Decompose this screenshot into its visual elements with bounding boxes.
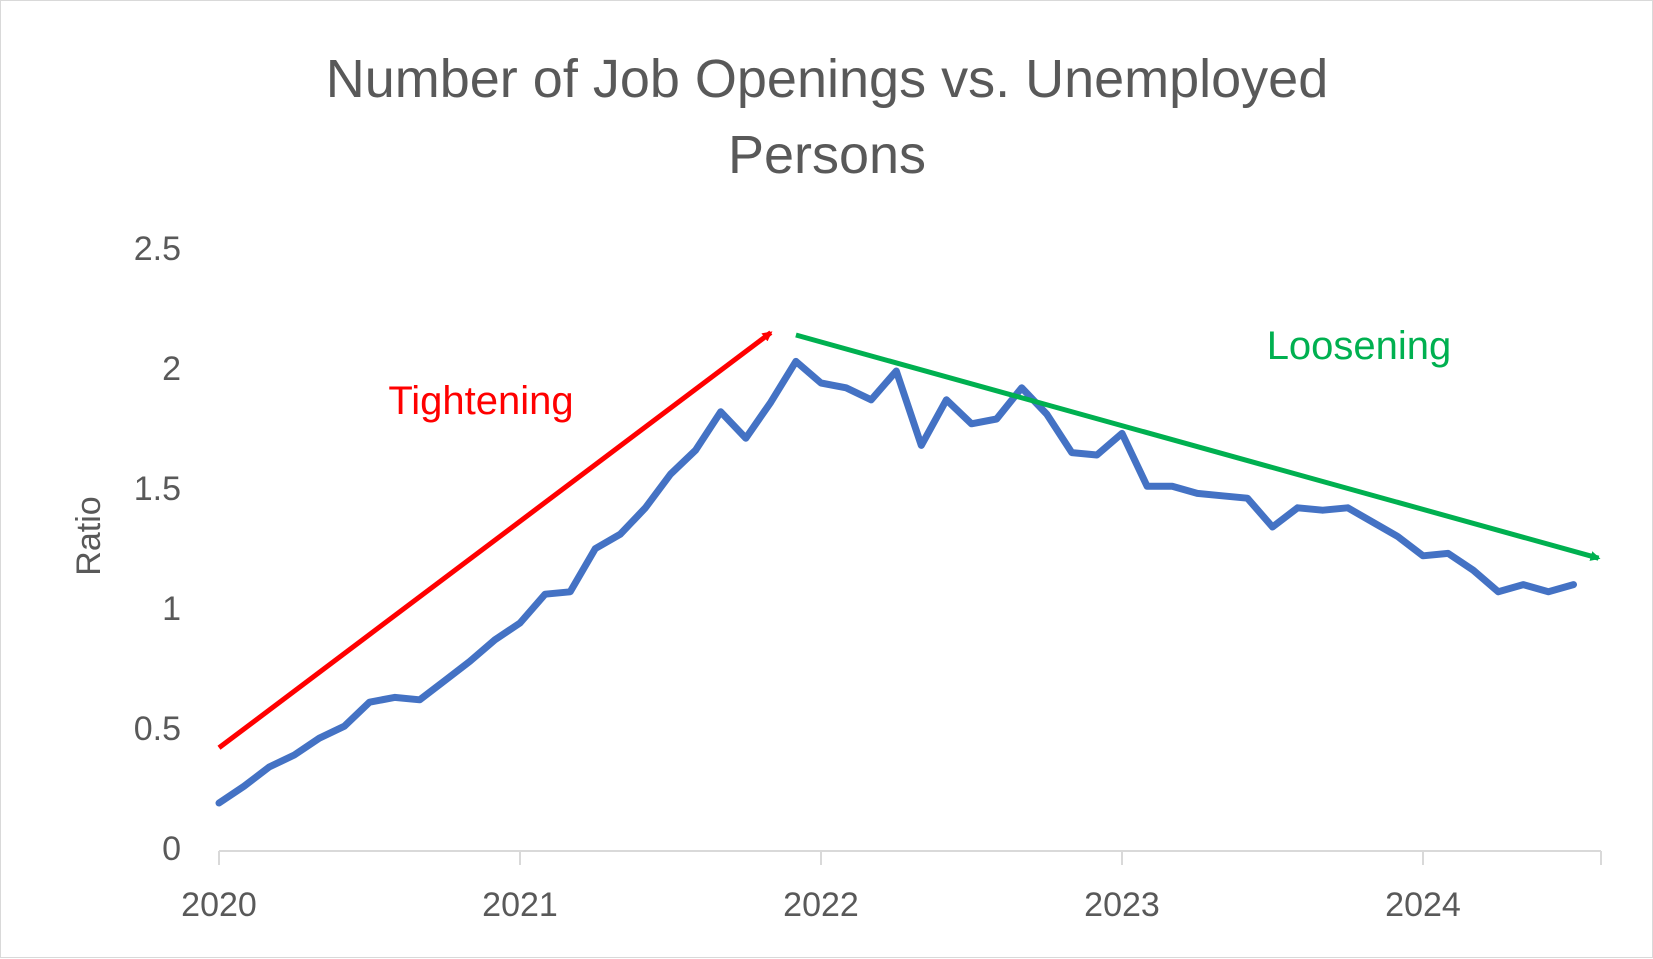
y-axis-ticks: 0 0.5 1 1.5 2 2.5 — [134, 230, 181, 868]
y-tick-label: 0.5 — [134, 710, 181, 748]
y-tick-label: 1.5 — [134, 470, 181, 508]
annotation-label: Loosening — [1267, 324, 1452, 368]
x-tick-label: 2020 — [181, 886, 257, 924]
x-axis-ticks: 2020 2021 2022 2023 2024 — [181, 851, 1602, 924]
y-tick-label: 1 — [162, 590, 181, 628]
trend-arrow — [217, 330, 773, 750]
chart-title-line-2: Persons — [728, 125, 926, 185]
trend-arrow — [795, 332, 1601, 561]
y-tick-label: 2 — [162, 350, 181, 388]
x-tick-label: 2021 — [482, 886, 558, 924]
chart-title-line-1: Number of Job Openings vs. Unemployed — [326, 49, 1329, 109]
y-axis-label: Ratio — [70, 496, 108, 575]
y-tick-label: 2.5 — [134, 230, 181, 268]
y-tick-label: 0 — [162, 830, 181, 868]
series-line — [215, 357, 1577, 807]
x-tick-label: 2022 — [783, 886, 859, 924]
series-layer — [215, 357, 1577, 807]
x-tick-label: 2024 — [1385, 886, 1461, 924]
annotation-label: Tightening — [388, 379, 573, 423]
annotation-layer: Tightening Loosening — [217, 324, 1601, 750]
x-tick-label: 2023 — [1084, 886, 1160, 924]
